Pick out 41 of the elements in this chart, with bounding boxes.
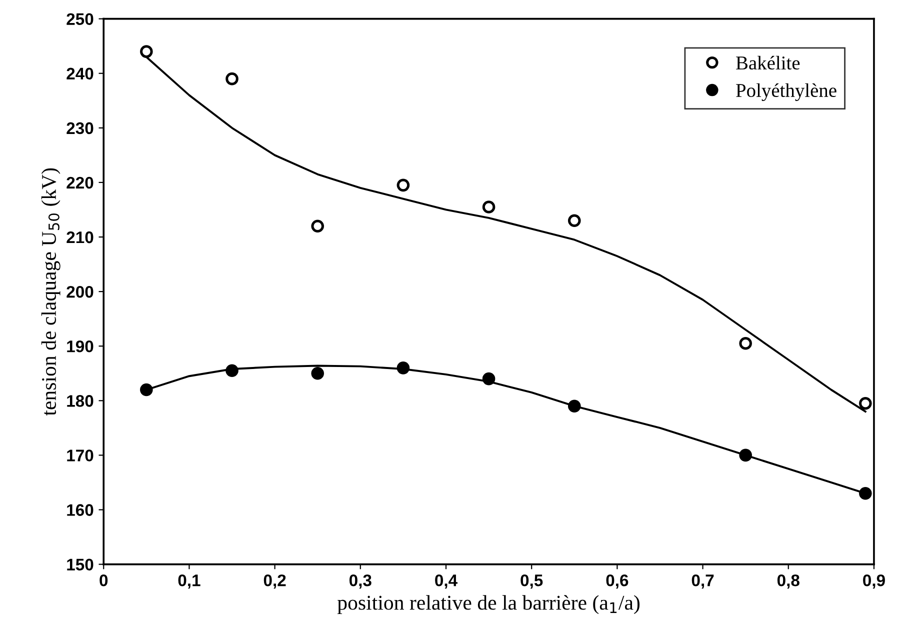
x-tick-label: 0 [100,574,108,586]
point [396,178,410,192]
point [568,214,581,228]
point [739,448,752,462]
y-tick-label: 230 [66,122,94,134]
point [568,400,581,413]
x-tick-label: 0,3 [349,574,372,589]
point [311,220,324,232]
x-tick-label: 0,8 [777,574,800,589]
y-tick-label: 200 [66,286,94,298]
point [859,396,872,410]
x-tick-label: 0,9 [863,574,885,589]
legend-label: Polyéthylène [736,83,836,102]
point [482,372,496,386]
legend-label: Bakélite [736,56,800,70]
point [739,336,752,350]
point [482,200,496,214]
x-tick-label: 0,4 [435,574,458,589]
y-tick-label: 250 [66,13,94,26]
point [140,383,153,396]
y-tick-label: 190 [67,340,94,352]
x-tick-label: 0,1 [178,574,200,589]
y-tick-label: 180 [67,395,94,407]
x-axis-title: position relative de la barrière (a$_{1}$/a) [337,595,640,614]
y-tick-label: 170 [67,450,94,462]
point [396,362,410,374]
point [140,45,153,58]
point [226,364,238,378]
y-tick-label: 220 [66,176,94,189]
y-axis-title: tension de claquage U$_{50}$ (kV) [41,168,60,416]
point [859,486,872,500]
point [226,72,238,86]
point [311,366,324,380]
x-tick-label: 0,2 [264,574,286,589]
y-tick-label: 240 [66,68,94,80]
y-tick-label: 210 [66,231,94,244]
y-tick-label: 150 [67,558,94,571]
x-tick-label: 0,7 [692,574,714,589]
x-tick-label: 0,5 [520,574,543,589]
x-tick-label: 0,6 [606,574,628,589]
y-tick-label: 160 [67,504,94,516]
